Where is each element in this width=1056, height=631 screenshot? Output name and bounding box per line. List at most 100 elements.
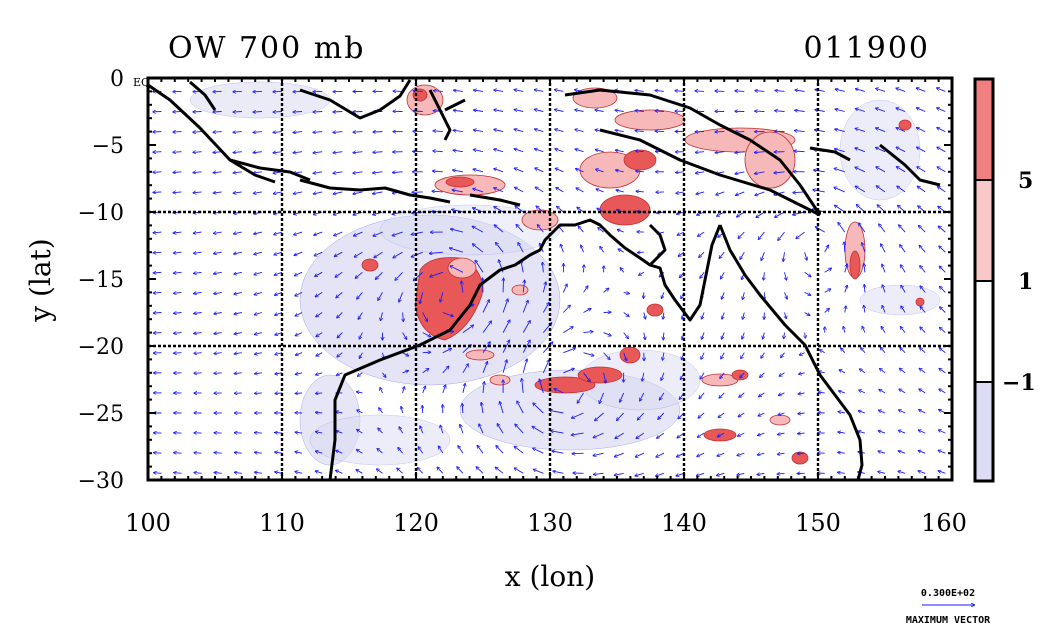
wind-vector — [316, 451, 323, 453]
wind-vector — [695, 91, 705, 92]
wind-vector — [784, 292, 788, 298]
wind-vector — [193, 152, 202, 153]
wind-vector — [397, 468, 403, 474]
wind-vector — [621, 268, 625, 273]
y-tick-label: −15 — [78, 268, 124, 293]
wind-vector — [336, 412, 343, 413]
wind-vector — [858, 431, 866, 433]
wind-vector — [194, 453, 202, 454]
wind-vector — [576, 149, 584, 153]
wind-vector — [862, 243, 866, 253]
wind-vector — [458, 446, 464, 454]
wind-vector — [433, 151, 443, 152]
wind-vector — [805, 332, 806, 338]
wind-vector — [939, 389, 946, 394]
wind-vector — [576, 169, 584, 173]
wind-vector — [663, 352, 664, 360]
x-tick-label: 110 — [259, 509, 305, 537]
wind-vector — [295, 291, 303, 295]
wind-vector — [275, 291, 283, 295]
wind-vector — [555, 129, 564, 133]
wind-vector — [836, 89, 845, 92]
wind-vector — [656, 111, 664, 112]
wind-vector — [274, 152, 283, 153]
wind-vector — [475, 261, 484, 273]
wind-vector — [515, 129, 524, 133]
wind-vector — [234, 272, 242, 274]
wind-vector — [615, 110, 624, 111]
wind-vector — [354, 231, 363, 236]
wind-vector — [575, 130, 584, 133]
wind-vector — [635, 472, 644, 476]
wind-vector — [153, 192, 162, 193]
wind-vector — [494, 188, 504, 193]
wind-vector — [738, 452, 745, 455]
wind-vector — [855, 167, 866, 173]
wind-vector — [275, 312, 283, 316]
wind-vector — [615, 432, 624, 438]
wind-vector — [533, 448, 544, 454]
wind-vector — [194, 353, 202, 354]
wind-vector — [864, 306, 865, 313]
wind-vector — [296, 393, 303, 394]
wind-vector — [698, 432, 705, 437]
wind-vector — [382, 372, 386, 377]
wind-vector — [522, 359, 527, 373]
wind-vector — [700, 272, 705, 278]
wind-vector — [433, 131, 443, 132]
colorbar-band-weak-positive — [975, 180, 993, 281]
wind-vector — [676, 192, 685, 193]
wind-vector — [154, 292, 162, 293]
wind-vector — [194, 272, 202, 273]
wind-vector — [255, 433, 262, 434]
wind-vector — [623, 292, 629, 293]
wind-vector — [422, 387, 426, 394]
wind-vector — [296, 373, 303, 375]
wind-vector — [398, 448, 403, 454]
wind-vector — [937, 128, 946, 133]
wind-vector — [194, 232, 202, 233]
wind-vector — [515, 447, 524, 454]
wind-vector — [864, 285, 865, 293]
wind-vector — [595, 110, 604, 112]
wind-vector — [795, 90, 805, 91]
wind-vector — [796, 231, 805, 238]
wind-vector — [795, 131, 805, 132]
wind-vector — [636, 452, 644, 457]
wind-vector — [403, 387, 405, 394]
wind-vector — [234, 232, 242, 234]
wind-vector — [919, 451, 926, 454]
wind-vector — [335, 271, 343, 277]
wind-vector — [402, 352, 409, 356]
y-tick-label: −10 — [78, 201, 124, 226]
wind-vector — [515, 168, 524, 173]
wind-vector — [254, 172, 262, 173]
y-tick-label: −5 — [92, 134, 124, 159]
wind-vector — [294, 132, 303, 133]
wind-vector — [920, 286, 926, 293]
wind-vector — [482, 300, 489, 313]
wind-vector — [840, 370, 846, 374]
wind-vector — [380, 388, 383, 394]
wind-vector — [783, 252, 784, 261]
wind-vector — [798, 413, 805, 414]
wind-vector — [722, 332, 725, 339]
wind-vector — [722, 292, 725, 298]
wind-vector — [255, 312, 263, 315]
wind-vector — [702, 312, 705, 319]
wind-vector — [453, 150, 463, 152]
wind-vector — [917, 147, 926, 153]
wind-vector — [474, 90, 484, 91]
wind-vector — [420, 426, 424, 434]
wind-vector — [878, 472, 886, 474]
colorbar-band-strong-positive — [975, 79, 993, 180]
wind-vector — [402, 371, 409, 373]
wind-vector — [715, 91, 725, 92]
wind-vector — [482, 321, 491, 333]
wind-vector — [555, 110, 564, 112]
wind-vector — [597, 209, 604, 213]
wind-vector — [835, 149, 845, 153]
wind-vector — [563, 348, 575, 354]
wind-vector — [575, 110, 584, 112]
wind-vector — [856, 109, 866, 112]
